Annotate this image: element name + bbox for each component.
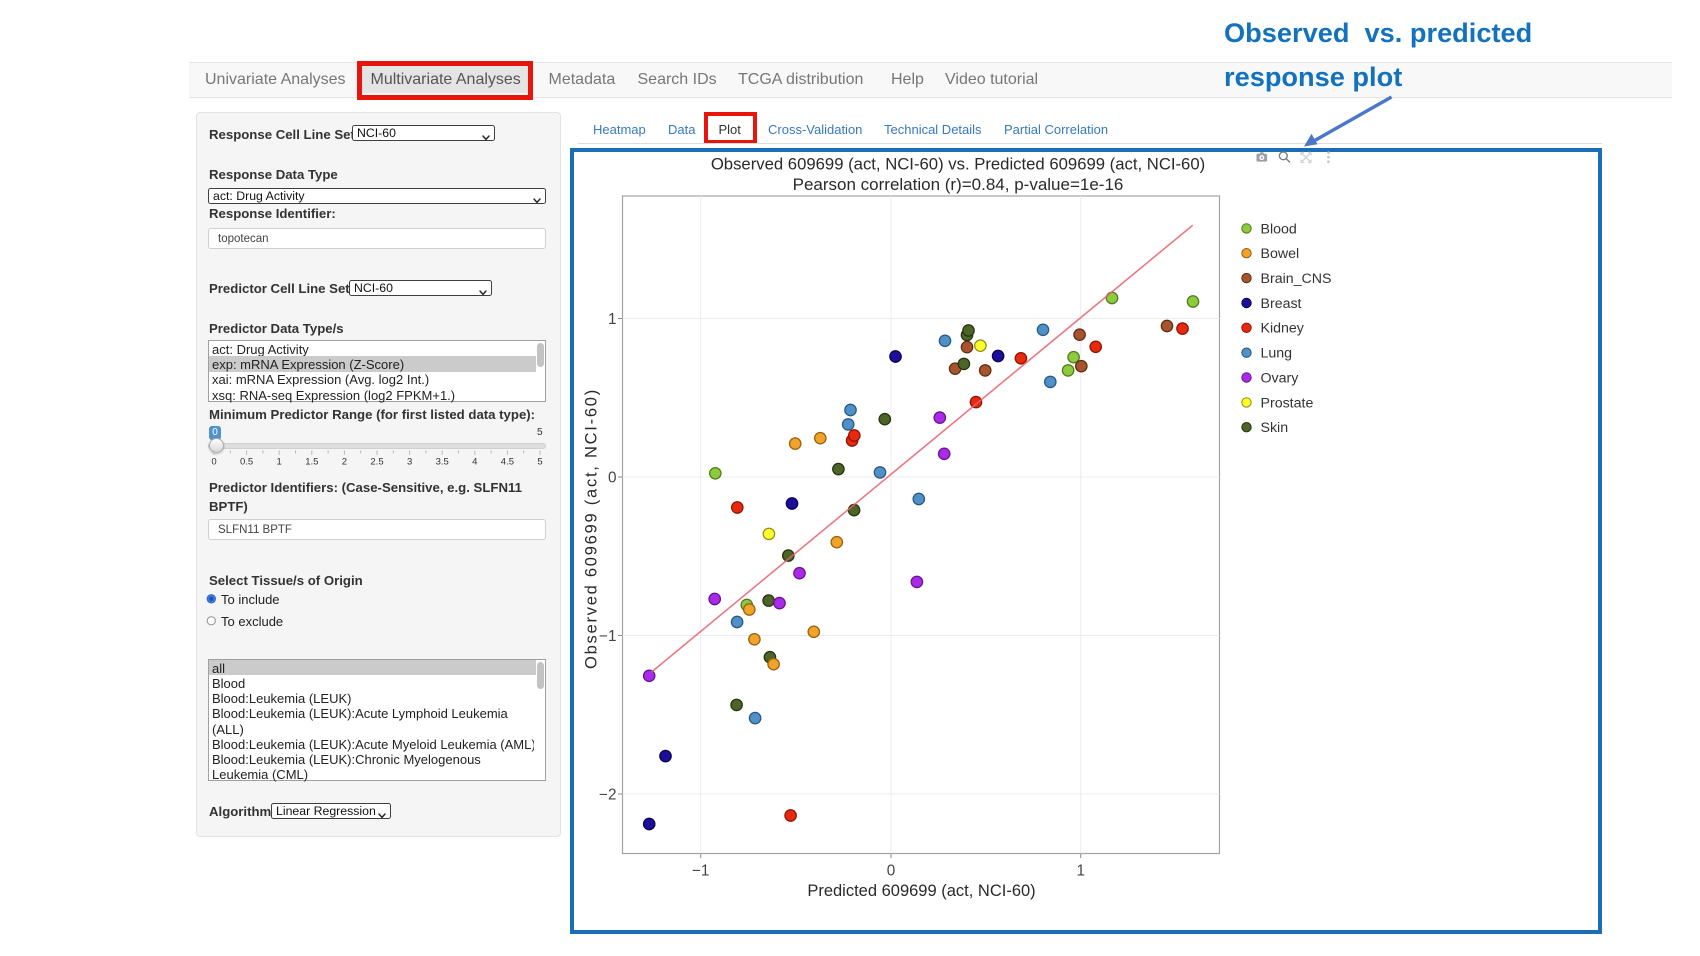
svg-text:1: 1 — [608, 311, 617, 328]
svg-text:1.5: 1.5 — [305, 457, 318, 468]
svg-text:Observed 609699 (act, NCI-60): Observed 609699 (act, NCI-60) — [583, 388, 601, 669]
svg-text:Prostate: Prostate — [1261, 395, 1314, 411]
svg-text:0: 0 — [887, 863, 896, 880]
svg-text:4.5: 4.5 — [501, 457, 514, 468]
svg-text:1: 1 — [277, 457, 282, 468]
svg-text:3: 3 — [407, 457, 412, 468]
svg-text:0: 0 — [211, 457, 216, 468]
svg-text:Breast: Breast — [1261, 296, 1302, 312]
svg-text:−1: −1 — [599, 628, 616, 645]
svg-text:Kidney: Kidney — [1261, 321, 1305, 337]
svg-text:Skin: Skin — [1261, 420, 1289, 436]
svg-text:Pearson correlation (r)=0.84,: Pearson correlation (r)=0.84, p-value=1e… — [793, 175, 1124, 194]
svg-text:1: 1 — [1076, 863, 1085, 880]
svg-text:Bowel: Bowel — [1261, 246, 1300, 262]
svg-text:Ovary: Ovary — [1261, 370, 1300, 386]
svg-text:−1: −1 — [692, 863, 709, 880]
svg-text:Brain_CNS: Brain_CNS — [1261, 271, 1332, 287]
svg-text:4: 4 — [472, 457, 477, 468]
svg-text:0: 0 — [608, 470, 617, 487]
svg-text:Observed 609699 (act, NCI-60): Observed 609699 (act, NCI-60) vs. Predic… — [711, 155, 1205, 174]
svg-text:2: 2 — [342, 457, 347, 468]
svg-text:Blood: Blood — [1261, 221, 1297, 237]
svg-text:5: 5 — [537, 457, 542, 468]
svg-text:2.5: 2.5 — [370, 457, 383, 468]
svg-text:3.5: 3.5 — [436, 457, 449, 468]
svg-text:−2: −2 — [599, 787, 616, 804]
svg-text:Lung: Lung — [1261, 346, 1293, 362]
svg-text:0.5: 0.5 — [240, 457, 253, 468]
svg-text:Predicted 609699 (act, NCI-60): Predicted 609699 (act, NCI-60) — [807, 882, 1035, 900]
